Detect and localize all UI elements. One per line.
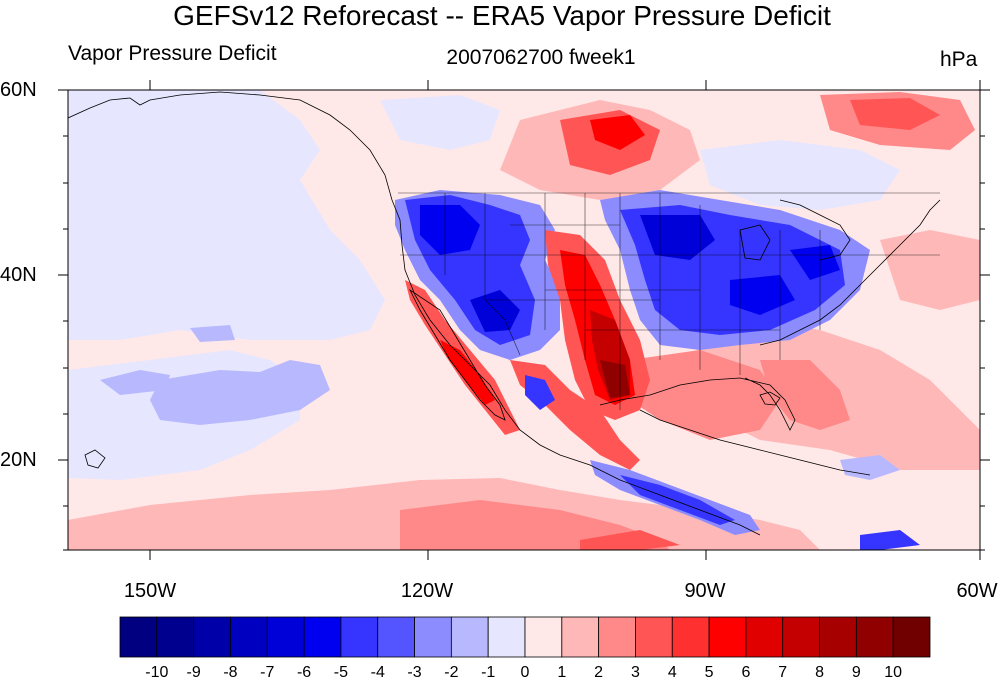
colorbar-swatch	[303, 616, 342, 658]
venezuela-blue	[860, 530, 920, 550]
units-label: hPa	[940, 48, 978, 71]
midwest-blue-core	[640, 215, 715, 260]
lat-label-60n: 60N	[0, 79, 37, 101]
canada-red-core	[590, 115, 645, 150]
gulf-red	[630, 350, 780, 440]
lat-label-20n: 20N	[0, 449, 37, 471]
colorbar-swatch	[708, 616, 747, 658]
colorbar-swatch	[156, 616, 195, 658]
colorbar-swatch	[193, 616, 231, 658]
colorbar-label: -3	[407, 664, 421, 681]
pacific-patch	[68, 270, 230, 325]
baja-red-core	[440, 340, 495, 405]
axis-ticks	[58, 80, 990, 560]
colorbar-label: 8	[815, 664, 824, 681]
colorbar-swatch	[745, 616, 784, 658]
colorbar-label: 5	[705, 664, 714, 681]
colorbar-label: -7	[260, 664, 274, 681]
colorbar-swatch	[119, 616, 158, 658]
colorbar-label: -8	[223, 664, 237, 681]
colorbar-swatch	[598, 616, 636, 658]
colorbar-swatch	[450, 616, 489, 658]
colorbar: -10 -9 -8 -7 -6 -5 -4 -3 -2 -1 0 1 2 3 4 5 6 7 8 9 10	[119, 616, 931, 681]
colorbar-swatch	[524, 616, 563, 658]
colorbar-label: -9	[187, 664, 201, 681]
colorbar-swatch	[671, 616, 710, 658]
map-frame	[67, 89, 981, 551]
colorbar-label: -4	[371, 664, 385, 681]
colorbar-label: 3	[631, 664, 640, 681]
colorbar-swatch	[377, 616, 415, 658]
texas-red-peak	[600, 360, 630, 398]
lon-label-120w: 120W	[400, 580, 454, 602]
mexico-blue-patch	[525, 375, 555, 410]
caribbean-blue	[840, 455, 900, 480]
map-panel	[68, 90, 980, 550]
map-title: GEFSv12 Reforecast -- ERA5 Vapor Pressur…	[173, 0, 831, 31]
lon-label-60w: 60W	[956, 580, 998, 602]
nw-us-blue-core	[420, 205, 480, 255]
ontario-light-blue	[700, 140, 900, 210]
colorbar-swatch	[487, 616, 526, 658]
pacific-blue-patch	[150, 360, 330, 425]
date-label: 2007062700 fweek1	[446, 46, 636, 69]
ohio-valley-blue-core	[730, 275, 795, 315]
colorbar-label: 9	[852, 664, 861, 681]
colorbar-swatch	[819, 616, 857, 658]
northeast-blue-core	[790, 245, 840, 280]
colorbar-swatch	[340, 616, 379, 658]
lon-label-90w: 90W	[684, 580, 726, 602]
colorbar-label: -6	[297, 664, 311, 681]
canada-light-blue	[380, 95, 500, 150]
south-band-darkest	[580, 530, 680, 550]
colorbar-swatch	[782, 616, 820, 658]
colorbar-swatch	[635, 616, 673, 658]
colorbar-label: -2	[444, 664, 458, 681]
colorbar-swatch	[892, 616, 931, 658]
pacific-blue-patch-west	[100, 370, 170, 395]
colorbar-label: 10	[884, 664, 902, 681]
colorbar-swatch	[266, 616, 305, 658]
colorbar-label: 1	[557, 664, 566, 681]
colorbar-label: -10	[145, 664, 168, 681]
colorbar-swatch	[230, 616, 268, 658]
lat-label-40n: 40N	[0, 264, 37, 286]
colorbar-label: 2	[594, 664, 603, 681]
hudson-red-darker	[850, 98, 940, 130]
atlantic-red-darker	[760, 360, 850, 430]
colorbar-label: 0	[521, 664, 530, 681]
colorbar-label: 6	[741, 664, 750, 681]
atlantic-north-red	[880, 230, 980, 310]
colorbar-swatch	[561, 616, 600, 658]
colorbar-label: 7	[778, 664, 787, 681]
colorbar-swatch	[855, 616, 894, 658]
political-boundaries	[398, 192, 940, 410]
colorbar-label: 4	[668, 664, 677, 681]
colorbar-label: -1	[481, 664, 495, 681]
colorbar-swatch	[414, 616, 452, 658]
colorbar-label: -5	[334, 664, 348, 681]
pacific-blue-patch-small	[190, 325, 235, 342]
sw-us-blue-core	[470, 290, 520, 332]
lon-label-150w: 150W	[123, 580, 177, 602]
variable-label: Vapor Pressure Deficit	[68, 42, 277, 65]
